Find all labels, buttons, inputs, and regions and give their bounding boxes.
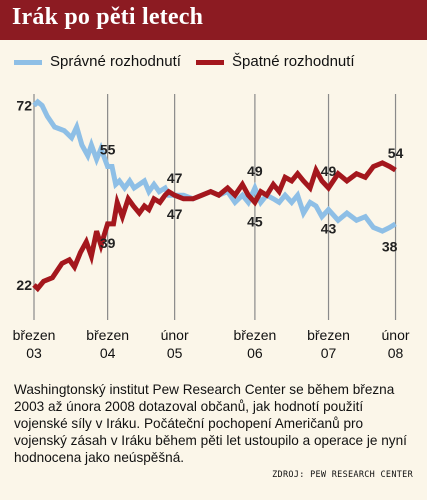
legend-swatch-wrong	[196, 60, 224, 65]
x-tick-label-3: březen	[233, 327, 276, 343]
data-label-3: 39	[100, 235, 116, 251]
data-label-4: 47	[167, 170, 183, 186]
data-label-9: 43	[321, 221, 337, 237]
x-tick-label-5: únor	[382, 327, 410, 343]
x-tick-label-4: březen	[307, 327, 350, 343]
legend-label-correct: Správné rozhodnutí	[50, 53, 181, 70]
line-chart: březen 03 březen 04 únor 05 březen 06 březen 07 ún…	[13, 94, 410, 361]
x-tick-year-2: 05	[167, 345, 183, 361]
x-tick-year-5: 08	[388, 345, 404, 361]
data-label-11: 38	[382, 238, 398, 254]
data-label-6: 49	[247, 163, 263, 179]
legend-swatch-correct	[14, 60, 42, 65]
series-line-0	[32, 98, 397, 234]
x-tick-year-4: 07	[321, 345, 337, 361]
source-note: ZDROJ: PEW RESEARCH CENTER	[272, 470, 413, 480]
data-label-0: 72	[16, 98, 32, 114]
series-line-1	[32, 160, 397, 293]
data-label-1: 22	[16, 277, 32, 293]
data-label-8: 49	[321, 163, 337, 179]
x-tick-year-0: 03	[26, 345, 42, 361]
data-label-7: 45	[247, 213, 263, 229]
data-label-2: 55	[100, 142, 116, 158]
data-label-10: 54	[388, 145, 404, 161]
x-tick-label-1: březen	[86, 327, 129, 343]
x-tick-year-3: 06	[247, 345, 263, 361]
chart-title: Irák po pěti letech	[12, 4, 204, 30]
legend: Správné rozhodnutí Špatné rozhodnutí	[0, 52, 427, 72]
header-bar: Irák po pěti letech	[0, 0, 427, 40]
x-tick-year-1: 04	[100, 345, 116, 361]
legend-label-wrong: Špatné rozhodnutí	[232, 53, 355, 70]
data-label-5: 47	[167, 206, 183, 222]
chart-caption: Washingtonský institut Pew Research Cent…	[14, 382, 407, 465]
x-tick-label-0: březen	[13, 327, 56, 343]
x-tick-label-2: únor	[161, 327, 189, 343]
